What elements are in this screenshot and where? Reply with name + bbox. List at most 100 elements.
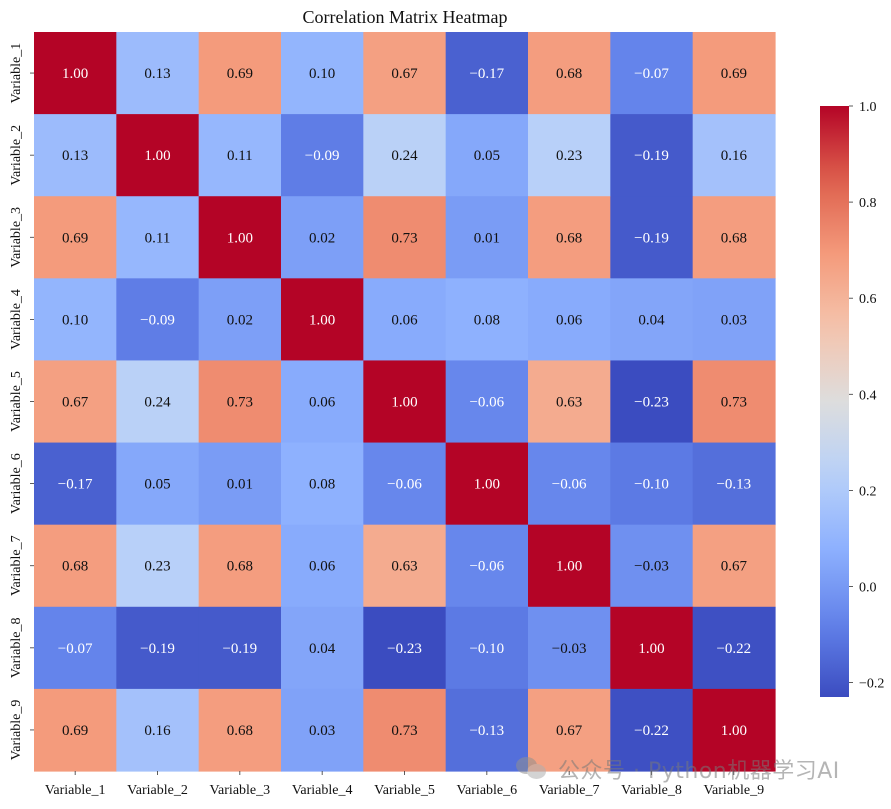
cell-value-label: −0.17 (469, 66, 504, 82)
y-tick-label: Variable_6 (9, 453, 24, 514)
cell-value-label: 0.03 (721, 312, 747, 328)
heatmap-cell (528, 278, 611, 362)
heatmap-cell (281, 114, 364, 197)
heatmap-cell (363, 360, 447, 444)
colorbar-tick-label: 0.4 (859, 388, 877, 403)
heatmap-cell (116, 114, 200, 197)
cell-value-label: 0.63 (391, 559, 417, 575)
cell-value-label: −0.09 (140, 312, 175, 328)
cell-value-label: −0.06 (469, 559, 504, 575)
cell-value-label: 0.11 (145, 230, 171, 246)
cell-value-label: 0.11 (227, 148, 253, 164)
heatmap-cell (528, 688, 611, 772)
cell-value-label: 0.68 (62, 559, 88, 575)
cell-value-label: 0.08 (309, 477, 335, 493)
cell-value-label: 0.06 (391, 312, 418, 328)
cell-value-label: 0.67 (556, 723, 583, 739)
heatmap-cell (34, 524, 117, 608)
y-tick-label: Variable_1 (9, 43, 24, 104)
heatmap-cell (116, 32, 200, 115)
chart-title: Correlation Matrix Heatmap (303, 7, 508, 27)
x-tick-label: Variable_1 (45, 783, 106, 798)
colorbar-tick-label: −0.2 (859, 677, 884, 692)
heatmap-cell (281, 524, 364, 608)
heatmap-cell (281, 688, 364, 772)
heatmap-cell (198, 606, 282, 690)
cell-value-label: 0.24 (391, 148, 418, 164)
cell-value-label: 0.16 (721, 148, 748, 164)
cell-value-label: 0.23 (556, 148, 582, 164)
cell-value-label: 0.23 (144, 559, 170, 575)
cell-value-label: −0.06 (387, 477, 422, 493)
cell-value-label: 0.08 (474, 312, 500, 328)
heatmap-cell (34, 688, 117, 772)
heatmap-cell (445, 32, 529, 115)
heatmap-cell (528, 442, 611, 526)
cell-value-label: 0.02 (309, 230, 335, 246)
cell-value-label: 0.06 (309, 395, 336, 411)
heatmap-cell (445, 114, 529, 197)
heatmap-cell (692, 442, 776, 526)
heatmap-cell (610, 442, 694, 526)
cell-value-label: −0.19 (222, 641, 257, 657)
cell-value-label: 0.68 (556, 230, 582, 246)
heatmap-cell (363, 196, 447, 279)
heatmap-cell (198, 196, 282, 279)
heatmap-cell (34, 196, 117, 279)
cell-value-label: 1.00 (227, 230, 253, 246)
cell-value-label: 0.69 (62, 230, 88, 246)
cell-value-label: −0.19 (140, 641, 175, 657)
cell-value-label: 1.00 (721, 723, 747, 739)
y-tick-label: Variable_5 (9, 371, 24, 432)
cell-value-label: −0.06 (469, 395, 504, 411)
cell-value-label: 0.04 (638, 312, 665, 328)
heatmap-cell (445, 524, 529, 608)
heatmap-cell (281, 606, 364, 690)
heatmap-cell (34, 114, 117, 197)
heatmap-cell (363, 278, 447, 362)
heatmap-cell (528, 524, 611, 608)
heatmap-cell (281, 196, 364, 279)
cell-value-label: 0.13 (144, 66, 170, 82)
heatmap-cells: 1.00 0.13 0.69 0.10 0.67 −0.17 0.68 −0.07 0.69 0.… (34, 32, 776, 772)
heatmap-cell (116, 196, 200, 279)
heatmap-cell (198, 688, 282, 772)
cell-value-label: 0.68 (227, 723, 253, 739)
heatmap-cell (116, 688, 200, 772)
cell-value-label: 0.13 (62, 148, 88, 164)
cell-value-label: 0.73 (391, 723, 417, 739)
y-tick-label: Variable_2 (9, 125, 24, 186)
heatmap-cell (692, 114, 776, 197)
heatmap-cell (610, 688, 694, 772)
heatmap-cell (198, 32, 282, 115)
heatmap-cell (445, 196, 529, 279)
colorbar-tick-label: 0.0 (859, 580, 877, 595)
cell-value-label: 0.73 (227, 395, 253, 411)
heatmap-cell (692, 524, 776, 608)
y-tick-label: Variable_4 (9, 289, 24, 350)
cell-value-label: 1.00 (556, 559, 582, 575)
heatmap-cell (198, 278, 282, 362)
cell-value-label: 0.05 (144, 477, 170, 493)
cell-value-label: 0.73 (721, 395, 747, 411)
heatmap-cell (445, 278, 529, 362)
heatmap-cell (610, 278, 694, 362)
x-tick-label: Variable_5 (374, 783, 435, 798)
heatmap-cell (528, 114, 611, 197)
colorbar-tick-label: 0.6 (859, 292, 877, 307)
x-tick-label: Variable_7 (539, 783, 600, 798)
cell-value-label: −0.13 (716, 477, 751, 493)
heatmap-cell (445, 688, 529, 772)
cell-value-label: −0.10 (634, 477, 669, 493)
cell-value-label: −0.23 (387, 641, 422, 657)
cell-value-label: 0.69 (62, 723, 88, 739)
colorbar-ticks: −0.2 0.0 0.2 0.4 0.6 0.8 1.0 (849, 100, 884, 692)
cell-value-label: 1.00 (62, 66, 88, 82)
cell-value-label: −0.19 (634, 148, 669, 164)
cell-value-label: 0.16 (144, 723, 171, 739)
heatmap-cell (198, 442, 282, 526)
heatmap-cell (528, 32, 611, 115)
heatmap-cell (610, 524, 694, 608)
heatmap-cell (610, 32, 694, 115)
